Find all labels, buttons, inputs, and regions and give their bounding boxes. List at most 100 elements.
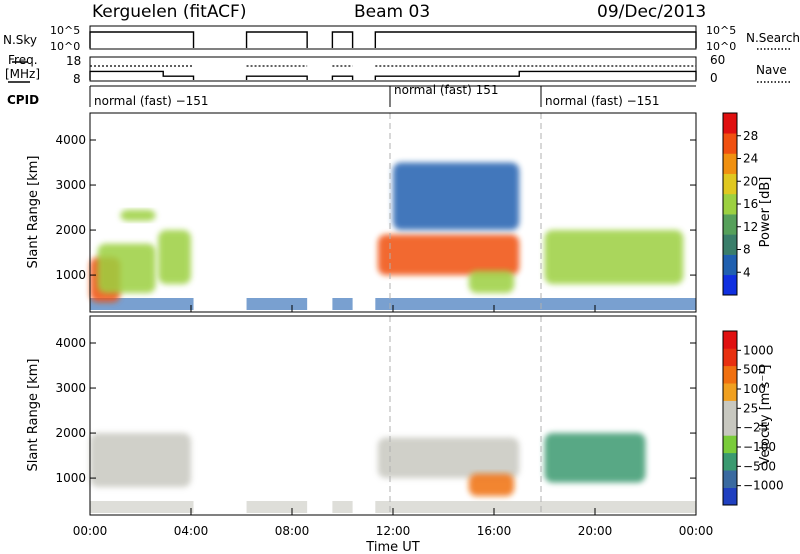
velocity-region-3 (544, 433, 646, 483)
freq-tick-bottom: 8 (73, 72, 81, 86)
nave-tick-top: 60 (710, 53, 725, 67)
velocity-floor-1 (246, 501, 308, 513)
velocity-floor-3 (375, 501, 696, 513)
velocity-region-0 (90, 433, 191, 488)
power-colorbar-label-6: 4 (743, 265, 751, 279)
xtick-label-1: 04:00 (174, 524, 209, 538)
power-colorbar-segment-0 (723, 274, 737, 296)
station-title: Kerguelen (fitACF) (92, 2, 246, 22)
power-ytick-label-3: 1000 (55, 268, 86, 282)
power-colorbar-label: Power [dB] (758, 177, 773, 248)
power-region-5 (468, 270, 515, 294)
velocity-colorbar-segment-2 (723, 452, 737, 471)
velocity-colorbar-label-3: 25 (743, 401, 758, 415)
beam-title: Beam 03 (354, 2, 430, 22)
velocity-colorbar-segment-0 (723, 487, 737, 506)
nsky-label: N.Sky (3, 33, 37, 47)
power-colorbar-label-5: 8 (743, 243, 751, 257)
power-ytick-label-0: 4000 (55, 133, 86, 147)
nsky-strip-frame (89, 25, 697, 50)
power-floor-3 (375, 298, 696, 310)
velocity-ytick-label-0: 4000 (55, 336, 86, 350)
velocity-colorbar-label-7: −1000 (743, 479, 784, 493)
x-axis-label: Time UT (365, 540, 419, 554)
velocity-panel: 4000 3000 2000 1000 Slant Range [km] 1000 50… (26, 315, 784, 516)
power-region-3 (158, 230, 191, 285)
power-colorbar-segment-5 (723, 173, 737, 195)
velocity-colorbar-segment-5 (723, 400, 737, 419)
power-panel: 4000 3000 2000 1000 Slant Range [km] 28 24 20… (26, 112, 773, 313)
velocity-colorbar-label-2: 100 (743, 382, 766, 396)
power-colorbar-segment-8 (723, 113, 737, 134)
freq-label-line1: Freq. (8, 53, 38, 67)
velocity-ytick-label-3: 1000 (55, 471, 86, 485)
power-colorbar-segment-6 (723, 153, 737, 174)
velocity-region-2 (468, 473, 515, 497)
power-colorbar-label-0: 28 (743, 129, 758, 143)
velocity-colorbar-label-1: 500 (743, 363, 766, 377)
velocity-colorbar: 1000 500 100 25 −25 −100 −500 −1000 (722, 330, 784, 506)
xtick-label-6: 00:00 (679, 524, 714, 538)
power-colorbar: 28 24 20 16 12 8 4 (722, 112, 758, 296)
nave-label: Nave (756, 63, 787, 77)
power-yticks: 4000 3000 2000 1000 (55, 133, 696, 282)
velocity-colorbar-segment-9 (723, 331, 737, 349)
freq-label-line2: [MHz] (5, 67, 40, 81)
cpid-segment-2: normal (fast) 151 (394, 83, 498, 97)
nsky-tick-top: 10^5 (50, 24, 80, 37)
power-region-6 (544, 230, 684, 285)
xtick-label-3: 12:00 (376, 524, 411, 538)
nsearch-label: N.Search (746, 31, 800, 45)
velocity-yticks: 4000 3000 2000 1000 (55, 336, 696, 485)
velocity-colorbar-label-6: −500 (743, 459, 776, 473)
power-data-layer (90, 162, 696, 310)
power-colorbar-label-2: 20 (743, 174, 758, 188)
power-colorbar-segment-4 (723, 193, 737, 215)
power-region-1 (97, 243, 156, 294)
freq-tick-top: 18 (66, 54, 81, 68)
power-region-4 (377, 234, 520, 276)
cpid-label: CPID (7, 93, 39, 107)
power-region-7 (393, 162, 520, 231)
power-ylabel: Slant Range [km] (26, 156, 41, 269)
nsky-tick-bottom: 10^0 (50, 40, 80, 53)
power-colorbar-label-3: 16 (743, 197, 758, 211)
nsky-right-tick-top: 10^5 (706, 24, 736, 37)
velocity-colorbar-segment-4 (723, 418, 737, 436)
velocity-ytick-label-1: 3000 (55, 381, 86, 395)
power-ytick-label-1: 3000 (55, 178, 86, 192)
power-colorbar-label-4: 12 (743, 220, 758, 234)
freq-strip-frame (89, 56, 697, 82)
velocity-colorbar-label: Velocity [m s⁻¹] (758, 365, 773, 466)
power-ytick-label-2: 2000 (55, 223, 86, 237)
velocity-colorbar-segment-3 (723, 435, 737, 454)
nsky-right-tick-bottom: 10^0 (706, 40, 736, 53)
power-colorbar-segment-3 (723, 214, 737, 235)
power-colorbar-label-1: 24 (743, 152, 758, 166)
freq-trace (89, 70, 697, 80)
velocity-colorbar-frame (722, 330, 738, 506)
xtick-label-2: 08:00 (275, 524, 310, 538)
velocity-floor-0 (90, 501, 194, 513)
velocity-colorbar-label-4: −25 (743, 421, 768, 435)
velocity-region-1 (377, 437, 520, 479)
velocity-colorbar-label-5: −100 (743, 440, 776, 454)
velocity-colorbar-segment-6 (723, 383, 737, 401)
velocity-colorbar-segment-1 (723, 470, 737, 488)
velocity-ylabel: Slant Range [km] (26, 359, 41, 472)
velocity-floor-2 (332, 501, 353, 513)
cpid-segment-1: normal (fast) −151 (94, 94, 209, 108)
velocity-colorbar-segment-7 (723, 365, 737, 384)
x-axis-ticks: 00:00 04:00 08:00 12:00 16:00 20:00 00:00 (73, 305, 714, 538)
date-title: 09/Dec/2013 (597, 2, 706, 22)
cpid-segment-3: normal (fast) −151 (545, 94, 660, 108)
xtick-label-5: 20:00 (578, 524, 613, 538)
power-colorbar-segment-2 (723, 234, 737, 255)
power-region-2 (120, 209, 156, 222)
nave-tick-bottom: 0 (710, 71, 718, 85)
power-colorbar-segment-1 (723, 254, 737, 276)
power-floor-2 (332, 298, 353, 310)
xtick-label-0: 00:00 (73, 524, 108, 538)
xtick-label-4: 16:00 (477, 524, 512, 538)
